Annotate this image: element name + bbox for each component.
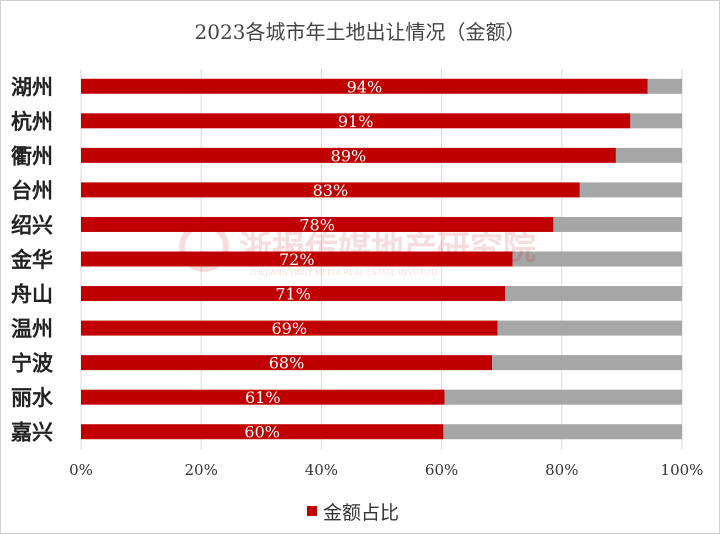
bar-remainder: [553, 216, 682, 232]
watermark-subtext: ZHEJIANG DAILY MEDIA REAL ESTATE INSTITU…: [249, 268, 440, 277]
x-tick-labels: 0% 20% 40% 60% 80% 100%: [69, 461, 703, 479]
bar-amount-share: [81, 355, 493, 371]
bar-remainder: [497, 320, 682, 336]
bar-amount-share: [81, 147, 616, 163]
category-label: 衢州: [11, 143, 53, 168]
data-label: 89%: [331, 146, 367, 165]
data-label: 69%: [271, 319, 307, 338]
bar-amount-share: [81, 286, 506, 302]
bars: [81, 78, 682, 440]
x-tick-label: 60%: [425, 461, 458, 479]
bar-amount-share: [81, 320, 498, 336]
legend: 金额占比: [307, 502, 399, 524]
bar-amount-share: [81, 216, 554, 232]
bar-remainder: [512, 251, 682, 267]
data-label: 68%: [269, 354, 305, 373]
x-tick-label: 40%: [305, 461, 338, 479]
bar-amount-share: [81, 389, 445, 405]
category-label: 金华: [10, 247, 53, 272]
bar-amount-share: [81, 251, 513, 267]
category-label: 温州: [11, 316, 53, 341]
category-label: 宁波: [11, 351, 54, 376]
category-label: 台州: [11, 178, 53, 203]
bar-remainder: [444, 389, 682, 405]
bar-remainder: [579, 182, 682, 198]
data-labels: 94% 91% 89% 83% 78% 72% 71% 69% 68% 61% 60%: [244, 77, 382, 441]
data-label: 78%: [299, 215, 335, 234]
data-label: 72%: [279, 250, 315, 269]
category-label: 舟山: [11, 282, 53, 307]
bar-amount-share: [81, 78, 648, 94]
watermark: 浙报传媒地产研究院 ZHEJIANG DAILY MEDIA REAL ESTA…: [179, 222, 536, 277]
bar-remainder: [505, 286, 682, 302]
data-label: 83%: [313, 181, 349, 200]
category-label: 杭州: [11, 109, 53, 134]
legend-swatch: [307, 506, 317, 516]
bar-remainder: [443, 424, 682, 440]
bar-remainder: [615, 147, 682, 163]
x-tick-label: 100%: [661, 461, 704, 479]
bar-remainder: [630, 113, 682, 129]
chart-title: 2023各城市年土地出让情况（金额）: [195, 20, 526, 44]
data-label: 91%: [338, 112, 374, 131]
x-tick-label: 20%: [185, 461, 218, 479]
bar-remainder: [647, 78, 682, 94]
data-label: 61%: [245, 388, 281, 407]
data-label: 71%: [275, 285, 311, 304]
legend-label: 金额占比: [323, 502, 399, 524]
category-label: 嘉兴: [11, 420, 53, 445]
bar-amount-share: [81, 424, 444, 440]
bar-amount-share: [81, 182, 580, 198]
x-tick-label: 0%: [69, 461, 93, 479]
bar-remainder: [492, 355, 682, 371]
data-label: 94%: [347, 77, 383, 96]
watermark-text: 浙报传媒地产研究院: [239, 228, 536, 267]
x-tick-label: 80%: [545, 461, 578, 479]
category-label: 绍兴: [11, 212, 53, 237]
bar-amount-share: [81, 113, 631, 129]
category-label: 丽水: [11, 385, 54, 410]
data-label: 60%: [244, 423, 280, 442]
watermark-logo-icon: [179, 222, 229, 272]
category-label: 湖州: [11, 74, 53, 99]
